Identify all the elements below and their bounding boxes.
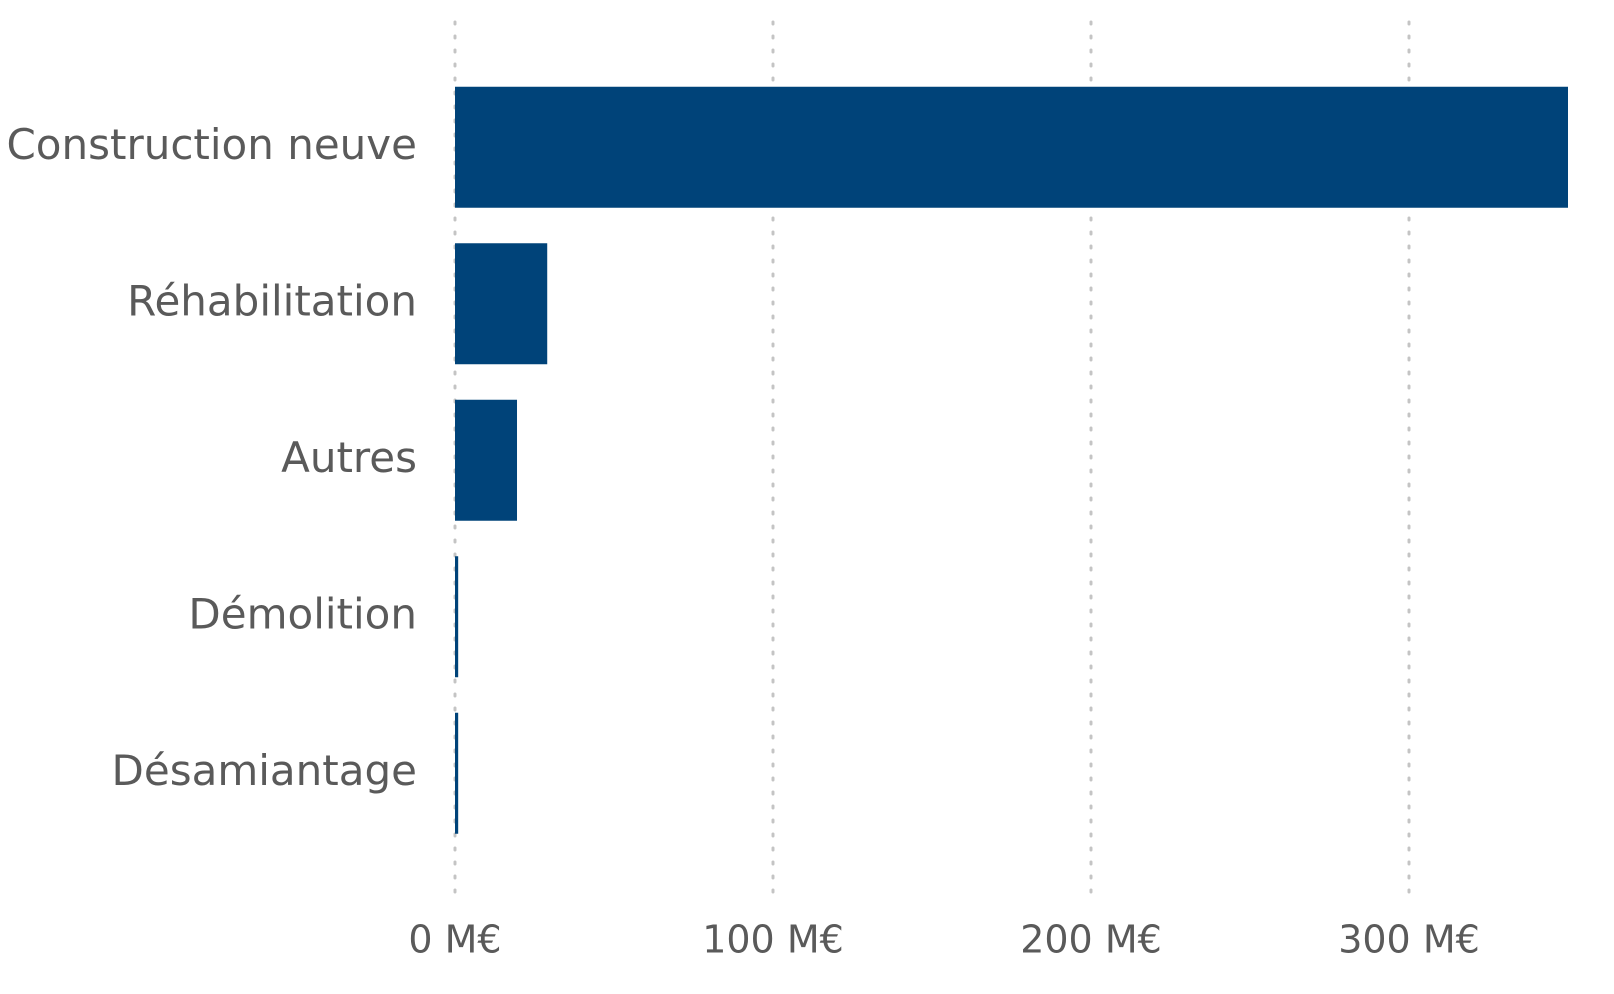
x-tick-label: 200 M€ bbox=[1020, 918, 1162, 962]
bar bbox=[455, 712, 459, 834]
x-tick-label: 100 M€ bbox=[702, 918, 844, 962]
bar bbox=[455, 556, 459, 678]
y-tick-label: Réhabilitation bbox=[127, 276, 417, 325]
bar bbox=[455, 243, 548, 365]
bar bbox=[455, 399, 518, 521]
bar bbox=[455, 86, 1568, 208]
y-tick-label: Autres bbox=[281, 433, 417, 482]
y-tick-label: Construction neuve bbox=[6, 120, 417, 169]
x-tick-label: 0 M€ bbox=[408, 918, 501, 962]
x-tick-label: 300 M€ bbox=[1338, 918, 1480, 962]
y-tick-label: Démolition bbox=[188, 589, 417, 638]
y-tick-label: Désamiantage bbox=[112, 746, 417, 795]
